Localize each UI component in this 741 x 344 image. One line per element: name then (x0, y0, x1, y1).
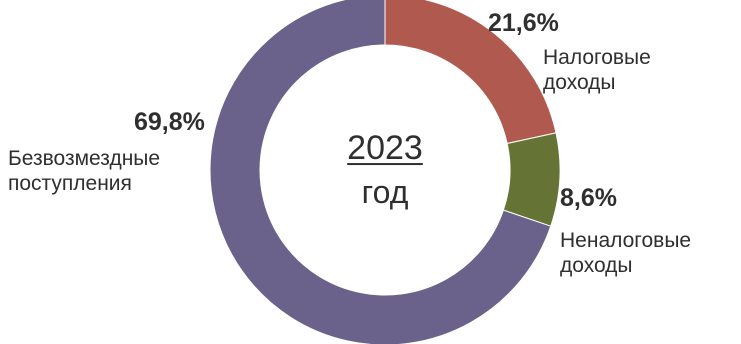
data-label-tax-revenue-percent: 21,6% (488, 9, 559, 37)
data-label-tax-revenue-line-2: доходы (543, 71, 616, 95)
data-label-gratuitous-receipts-line-1: Безвозмездные (8, 147, 161, 170)
data-label-tax-revenue-line-1: Налоговые (543, 46, 651, 69)
donut-slices (209, 0, 561, 344)
data-label-non-tax-revenue-line-2: доходы (560, 254, 633, 278)
data-label-non-tax-revenue-name: Неналоговые доходы (560, 228, 691, 278)
data-label-gratuitous-receipts-name: Безвозмездные поступления (8, 146, 160, 196)
data-label-non-tax-revenue-percent: 8,6% (560, 184, 617, 212)
data-label-tax-revenue-name: Налоговые доходы (543, 45, 651, 95)
data-label-gratuitous-receipts-percent: 69,8% (134, 108, 205, 136)
data-label-gratuitous-receipts-line-2: поступления (8, 172, 132, 196)
slice-non-tax-revenue (502, 132, 561, 227)
center-label: 2023 год (347, 129, 423, 211)
data-label-non-tax-revenue-line-1: Неналоговые (560, 229, 692, 252)
center-year: 2023 (347, 129, 423, 168)
center-unit: год (361, 174, 409, 211)
